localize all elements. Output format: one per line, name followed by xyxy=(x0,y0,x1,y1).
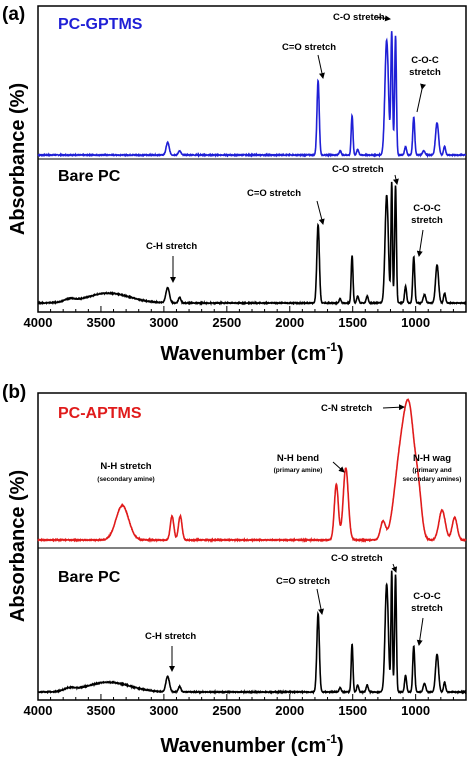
annotation-text: C-O stretch xyxy=(332,164,384,175)
x-tick-label: 1000 xyxy=(401,315,430,330)
x-tick-label: 2500 xyxy=(212,703,241,718)
annotation-nh-stretch: N-H stretch (secondary amine) xyxy=(97,461,154,483)
annotation-nh-wag: N-H wag (primary and secondary amines) xyxy=(403,453,462,483)
x-tick-label: 3500 xyxy=(86,703,115,718)
series-label-bare-pc-a: Bare PC xyxy=(58,168,121,185)
series-line-pc-aptms xyxy=(37,398,467,544)
annotation-text: C-O stretch xyxy=(331,553,383,564)
series-line-bare-pc xyxy=(37,181,467,306)
annotation-text: C-H stretch xyxy=(145,631,196,642)
panel-b-label: (b) xyxy=(2,382,26,403)
x-tick-label: 3000 xyxy=(149,315,178,330)
annotation-arrow xyxy=(416,83,426,113)
annotation-arrow xyxy=(317,54,325,79)
annotation-text: C-H stretch xyxy=(146,241,197,252)
annotation-text: C-O stretch xyxy=(333,12,385,23)
x-axis-title-main: Wavenumber (cm xyxy=(160,343,326,365)
x-tick-label: 4000 xyxy=(24,315,53,330)
annotation-subtext: (primary and xyxy=(412,467,451,474)
panel-a-y-axis-title: Absorbance (%) xyxy=(7,83,29,235)
annotation-arrow xyxy=(392,174,399,185)
panel-a-traces xyxy=(37,31,467,306)
annotation-subtext: (primary amine) xyxy=(274,467,323,474)
x-axis-title-exp: -1 xyxy=(326,732,337,746)
annotation-text-2: stretch xyxy=(411,215,443,226)
x-axis-title-close: ) xyxy=(337,735,344,757)
x-axis-title-close: ) xyxy=(337,343,344,365)
x-tick-label: 3000 xyxy=(149,703,178,718)
x-tick-label: 3500 xyxy=(86,315,115,330)
annotation-coc-stretch-bare-a: C-O-C stretch xyxy=(411,203,443,257)
x-axis-title-main: Wavenumber (cm xyxy=(160,735,326,757)
annotation-nh-bend: N-H bend (primary amine) xyxy=(274,453,345,474)
panel-b-x-axis-title: Wavenumber (cm-1) xyxy=(160,732,343,757)
annotation-arrow xyxy=(374,15,391,22)
panel-b-y-axis-title: Absorbance (%) xyxy=(7,470,29,622)
x-axis-title-exp: -1 xyxy=(326,340,337,354)
series-label-pc-gptms: PC-GPTMS xyxy=(58,16,143,33)
x-tick-label: 2000 xyxy=(275,703,304,718)
series-line-bare-pc xyxy=(37,570,467,695)
annotation-text: C-O-C xyxy=(413,591,441,602)
series-line-pc-gptms xyxy=(37,31,466,159)
x-tick-label: 4000 xyxy=(24,703,53,718)
annotation-co-stretch-gptms: C-O stretch xyxy=(333,12,391,23)
panel-b-plot-frame xyxy=(37,392,467,701)
x-tick-label: 2500 xyxy=(212,315,241,330)
annotation-text: N-H wag xyxy=(413,453,451,464)
panel-a-label: (a) xyxy=(2,4,25,25)
annotation-text: C=O stretch xyxy=(247,188,301,199)
series-label-bare-pc-b: Bare PC xyxy=(58,569,121,586)
annotation-text: C-N stretch xyxy=(321,403,372,414)
annotation-text: C-O-C xyxy=(411,55,439,66)
annotation-cn-stretch: C-N stretch xyxy=(321,403,405,414)
annotation-text: C=O stretch xyxy=(276,576,330,587)
annotation-subtext: (secondary amine) xyxy=(97,476,154,483)
x-tick-label: 2000 xyxy=(275,315,304,330)
annotation-subtext-2: secondary amines) xyxy=(403,476,462,483)
x-tick-label: 1000 xyxy=(401,703,430,718)
annotation-text: C=O stretch xyxy=(282,42,336,53)
annotation-arrow xyxy=(416,229,424,257)
annotation-co-stretch-bare-a: C-O stretch xyxy=(332,164,399,185)
annotation-ch-stretch-bare-a: C-H stretch xyxy=(146,241,197,283)
annotation-text: N-H stretch xyxy=(100,461,151,472)
panel-b: (b) 4000 3500 3000 2500 2000 1500 1000 PC-APTM… xyxy=(2,382,467,757)
panel-a: (a) 4000 3500 3000 2500 2000 1500 1000 PC-GPTM… xyxy=(2,4,467,365)
annotation-text: N-H bend xyxy=(277,453,319,464)
panel-a-x-axis-title: Wavenumber (cm-1) xyxy=(160,340,343,365)
panel-b-traces xyxy=(37,398,467,695)
annotation-arrow xyxy=(332,461,345,473)
annotation-arrow xyxy=(382,404,405,411)
annotation-co-double-stretch-gptms: C=O stretch xyxy=(282,42,336,79)
annotation-text-2: stretch xyxy=(409,67,441,78)
annotation-co-stretch-bare-b: C-O stretch xyxy=(331,553,398,573)
annotation-ch-stretch-bare-b: C-H stretch xyxy=(145,631,196,672)
annotation-arrow xyxy=(416,617,424,646)
annotation-coc-stretch-bare-b: C-O-C stretch xyxy=(411,591,443,646)
panel-b-x-ticks: 4000 3500 3000 2500 2000 1500 1000 xyxy=(24,694,467,718)
series-label-pc-aptms: PC-APTMS xyxy=(58,405,142,422)
annotation-arrow xyxy=(316,200,325,225)
annotation-co-double-stretch-bare-b: C=O stretch xyxy=(276,576,330,615)
annotation-text-2: stretch xyxy=(411,603,443,614)
annotation-arrow xyxy=(391,563,398,573)
panel-a-x-ticks: 4000 3500 3000 2500 2000 1500 1000 xyxy=(24,306,467,330)
annotation-arrow xyxy=(316,588,324,615)
annotation-text: C-O-C xyxy=(413,203,441,214)
x-tick-label: 1500 xyxy=(338,703,367,718)
annotation-co-double-stretch-bare-a: C=O stretch xyxy=(247,188,325,225)
annotation-coc-stretch-gptms: C-O-C stretch xyxy=(409,55,441,113)
x-tick-label: 1500 xyxy=(338,315,367,330)
